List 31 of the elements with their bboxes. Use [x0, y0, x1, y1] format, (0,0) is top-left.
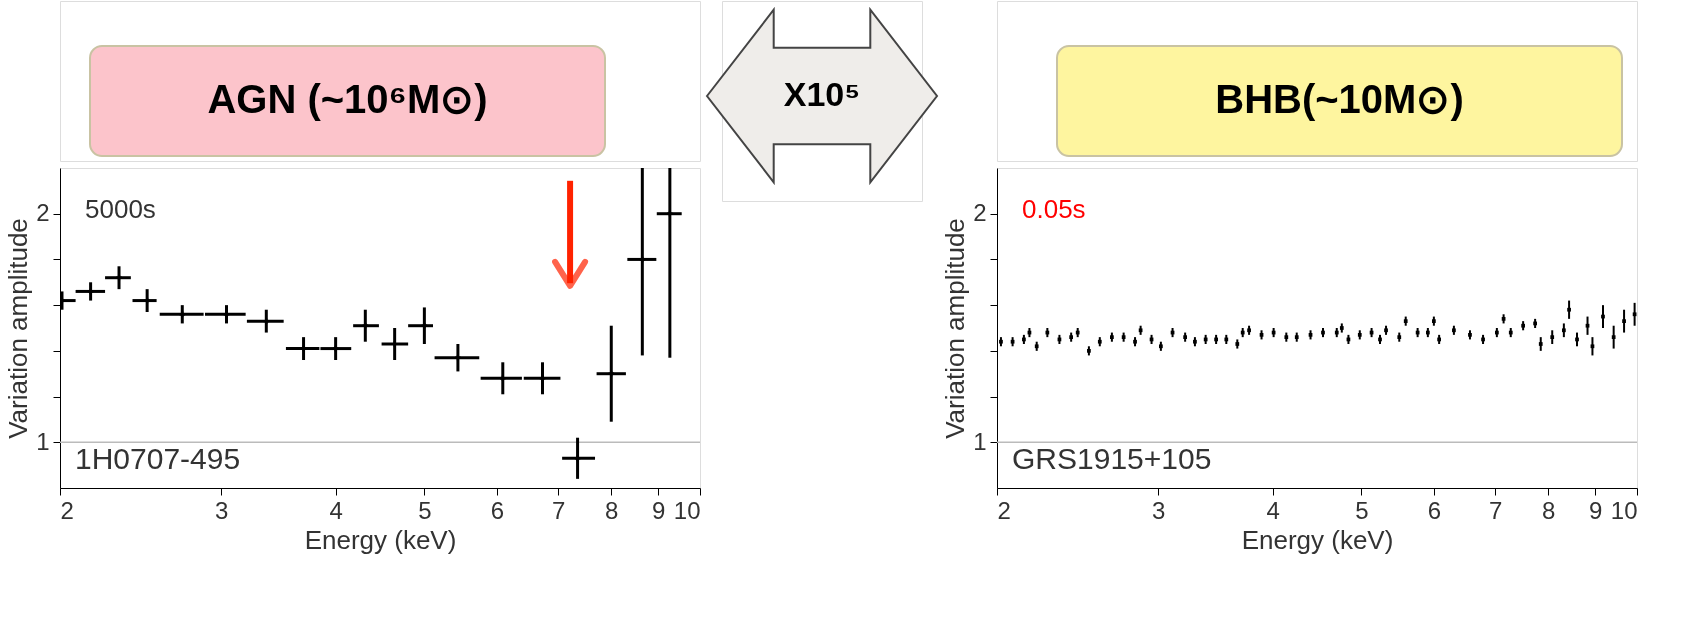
- annotation: GRS1915+105: [1012, 442, 1212, 475]
- y-axis-title: Variation amplitude: [940, 218, 971, 439]
- x-tick-label: 7: [1488, 496, 1503, 524]
- x-tick-label: 2: [60, 496, 74, 524]
- y-axis-title: Variation amplitude: [3, 218, 34, 439]
- y-tick-label: 1: [973, 427, 987, 455]
- x-tick-label: 3: [1152, 496, 1166, 524]
- annotation: 0.05s: [1022, 194, 1086, 224]
- x-tick-label: 3: [215, 496, 229, 524]
- annotation: 1H0707-495: [75, 442, 241, 475]
- x-tick-label: 5: [1355, 496, 1369, 524]
- x-tick-label: 6: [1427, 496, 1442, 524]
- x-tick-label: 7: [551, 496, 566, 524]
- x-axis-title: Energy (keV): [1241, 524, 1394, 555]
- chart-title: BHB(~10M⊙): [1215, 77, 1464, 121]
- x-tick-label: 2: [997, 496, 1011, 524]
- x-tick-label: 4: [329, 496, 343, 524]
- x-tick-label: 4: [1266, 496, 1280, 524]
- x-tick-label: 9: [651, 496, 666, 524]
- x-tick-label: 10: [1610, 496, 1638, 524]
- x-tick-label: 6: [490, 496, 505, 524]
- annotation: 5000s: [85, 194, 156, 224]
- x-tick-label: 8: [605, 496, 619, 524]
- x-tick-label: 10: [673, 496, 701, 524]
- y-tick-label: 1: [36, 427, 50, 455]
- x-tick-label: 8: [1542, 496, 1556, 524]
- x-axis-title: Energy (keV): [304, 524, 457, 555]
- x-tick-label: 9: [1588, 496, 1603, 524]
- x-tick-label: 5: [418, 496, 432, 524]
- text: X10⁵: [783, 75, 861, 113]
- chart-title: AGN (~10⁶M⊙): [207, 77, 488, 121]
